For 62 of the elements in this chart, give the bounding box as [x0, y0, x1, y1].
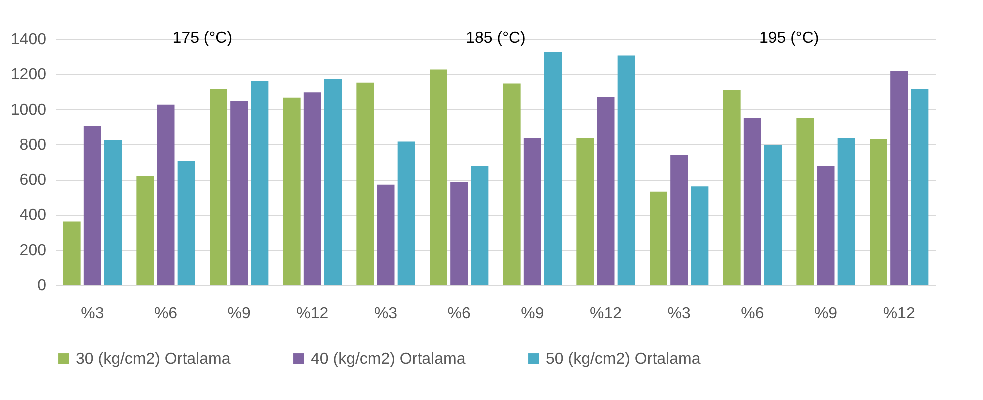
y-tick-label: 1400: [10, 32, 47, 48]
x-tick-label: %9: [521, 306, 544, 322]
x-tick-label: %3: [374, 306, 398, 322]
bar: [838, 138, 856, 285]
bar: [304, 92, 322, 285]
annotation: 175 (°C): [172, 30, 233, 47]
bar: [597, 96, 615, 285]
annotation: 195 (°C): [759, 30, 820, 47]
bar: [471, 166, 489, 285]
bar: [544, 52, 562, 285]
x-tick-label: %3: [668, 306, 691, 322]
bar: [691, 186, 709, 285]
bar: [430, 70, 448, 285]
x-tick-label: %12: [883, 306, 916, 322]
bar: [84, 126, 102, 285]
bar: [796, 118, 814, 285]
bar: [210, 89, 228, 285]
legend-label: 40 (kg/cm2) Ortalama: [311, 351, 466, 368]
bar: [723, 90, 741, 285]
x-tick-label: %3: [81, 306, 104, 322]
bar: [157, 104, 175, 285]
x-tick-label: %9: [228, 306, 251, 322]
y-tick-label: 800: [20, 136, 47, 154]
y-tick-label: 0: [38, 278, 47, 294]
x-tick-label: %6: [154, 306, 178, 322]
bar: [398, 142, 416, 285]
bar: [251, 81, 269, 285]
legend-label: 30 (kg/cm2) Ortalama: [76, 351, 231, 368]
bar: [230, 101, 248, 285]
y-tick-label: 1000: [10, 102, 47, 119]
bar: [524, 138, 542, 285]
y-tick-label: 600: [20, 172, 47, 190]
bar: [576, 138, 594, 285]
y-tick-label: 200: [20, 242, 47, 260]
y-tick-label: 1200: [10, 66, 47, 84]
bar: [618, 56, 636, 285]
bar: [377, 184, 395, 285]
legend-label: 50 (kg/cm2) Ortalama: [546, 351, 701, 368]
x-tick-label: %9: [814, 306, 838, 322]
bar: [450, 182, 468, 285]
bar: [178, 161, 196, 285]
bar: [63, 222, 81, 285]
bar: [890, 72, 908, 285]
x-tick-label: %12: [296, 306, 329, 322]
bar: [911, 89, 929, 285]
bar: [870, 139, 888, 285]
bar: [283, 98, 301, 285]
bar: [324, 79, 342, 285]
bar: [503, 84, 521, 285]
bar: [670, 154, 688, 285]
annotation: 185 (°C): [466, 30, 526, 47]
x-tick-label: %12: [590, 306, 622, 322]
bar: [650, 192, 668, 285]
bar: [104, 140, 122, 285]
bar: [136, 176, 154, 285]
bar: [744, 118, 762, 285]
bar: [817, 166, 835, 285]
y-tick-label: 400: [20, 207, 47, 224]
bar: [356, 82, 374, 285]
bar: [764, 145, 782, 285]
x-tick-label: %6: [741, 306, 764, 322]
x-tick-label: %6: [448, 306, 471, 322]
